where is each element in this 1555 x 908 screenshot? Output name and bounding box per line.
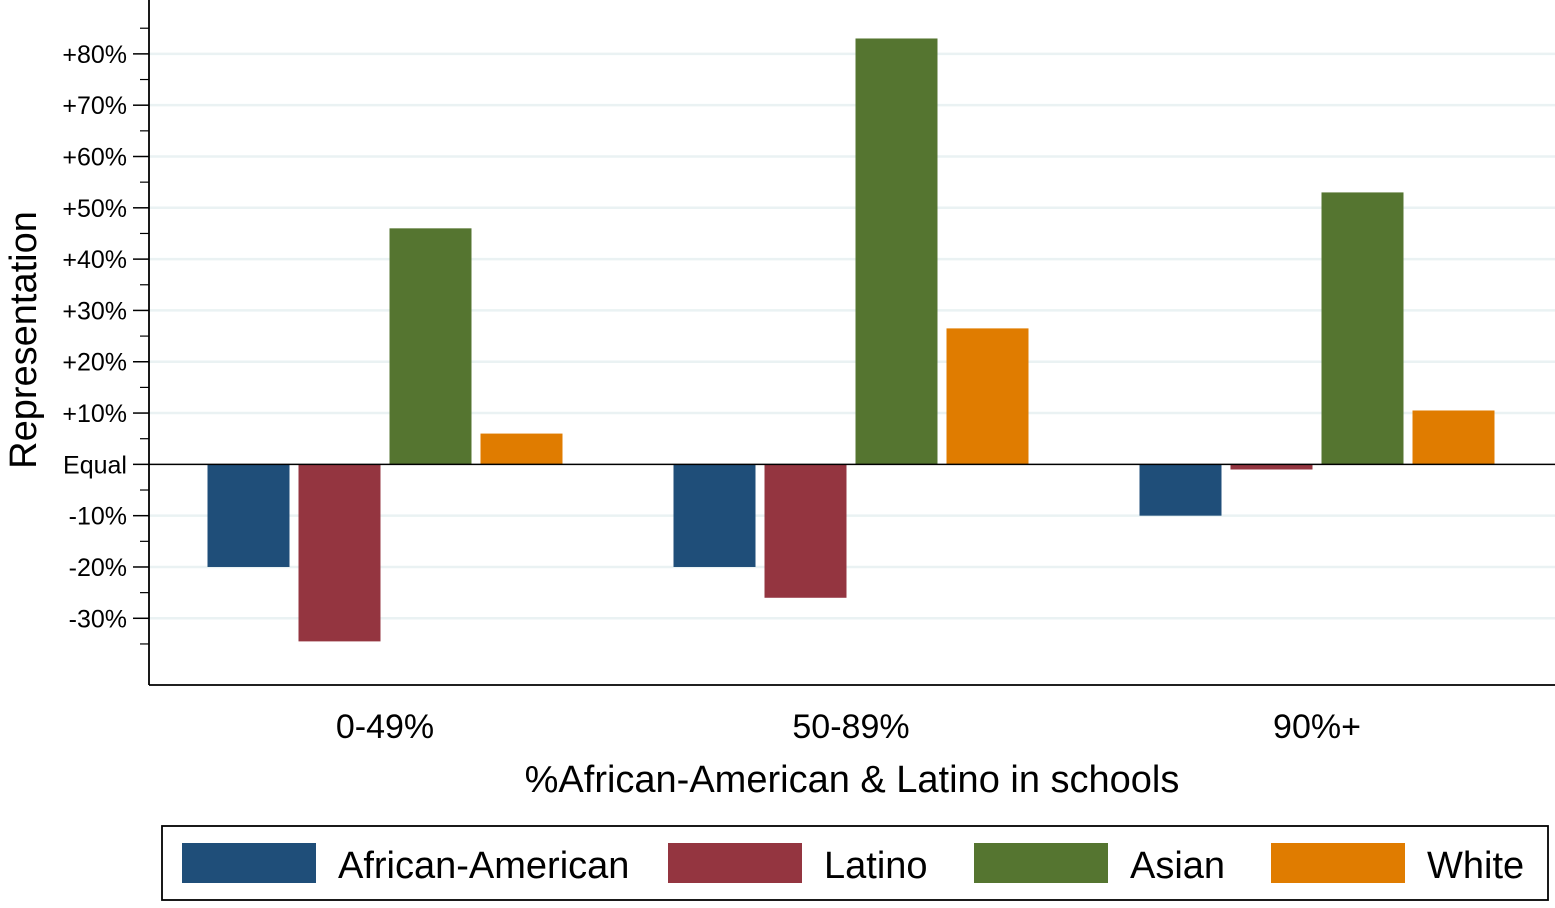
bar-white-1 [946, 328, 1029, 465]
y-tick-label: +80% [62, 41, 127, 69]
bar-white-2 [1412, 410, 1495, 465]
legend-swatch [974, 843, 1108, 883]
bar-asian-1 [855, 38, 938, 465]
x-axis-title: %African-American & Latino in schools [525, 759, 1180, 801]
y-ticks: +80% +70% +60% +50% +40% +30% +20% +10% Equal -10… [62, 27, 149, 645]
bar-asian-2 [1321, 192, 1404, 465]
y-tick-label: +10% [62, 400, 127, 428]
bar-african-american-1 [673, 464, 756, 567]
x-category-label: 90%+ [1273, 708, 1361, 746]
bar-latino-1 [764, 464, 847, 598]
y-tick-label: +70% [62, 92, 127, 120]
bar-african-american-0 [207, 464, 290, 567]
y-tick-label: +40% [62, 246, 127, 274]
legend-label: African-American [338, 845, 629, 887]
legend-swatch [668, 843, 802, 883]
legend-label: Asian [1130, 845, 1225, 887]
bars [207, 38, 1495, 642]
y-tick-label: +30% [62, 297, 127, 325]
bar-white-0 [480, 433, 563, 465]
bar-latino-0 [298, 464, 381, 642]
y-tick-label: +60% [62, 143, 127, 171]
bar-latino-2 [1230, 464, 1313, 470]
bar-african-american-2 [1139, 464, 1222, 516]
x-category-label: 50-89% [792, 708, 909, 746]
legend-label: White [1427, 845, 1524, 887]
axes [148, 0, 1555, 686]
y-tick-label: +20% [62, 349, 127, 377]
y-axis-title: Representation [3, 211, 45, 469]
gridlines [149, 52, 1555, 620]
y-tick-label: Equal [63, 451, 127, 479]
x-category-labels: 0-49% 50-89% 90%+ [336, 708, 1361, 746]
x-category-label: 0-49% [336, 708, 434, 746]
y-tick-label: -30% [69, 605, 127, 633]
y-tick-label: -20% [69, 554, 127, 582]
legend-swatch [182, 843, 316, 883]
legend-swatch [1271, 843, 1405, 883]
legend: African-American Latino Asian White [161, 825, 1549, 901]
legend-label: Latino [824, 845, 928, 887]
y-tick-label: +50% [62, 195, 127, 223]
y-tick-label: -10% [69, 503, 127, 531]
bar-asian-0 [389, 228, 472, 465]
